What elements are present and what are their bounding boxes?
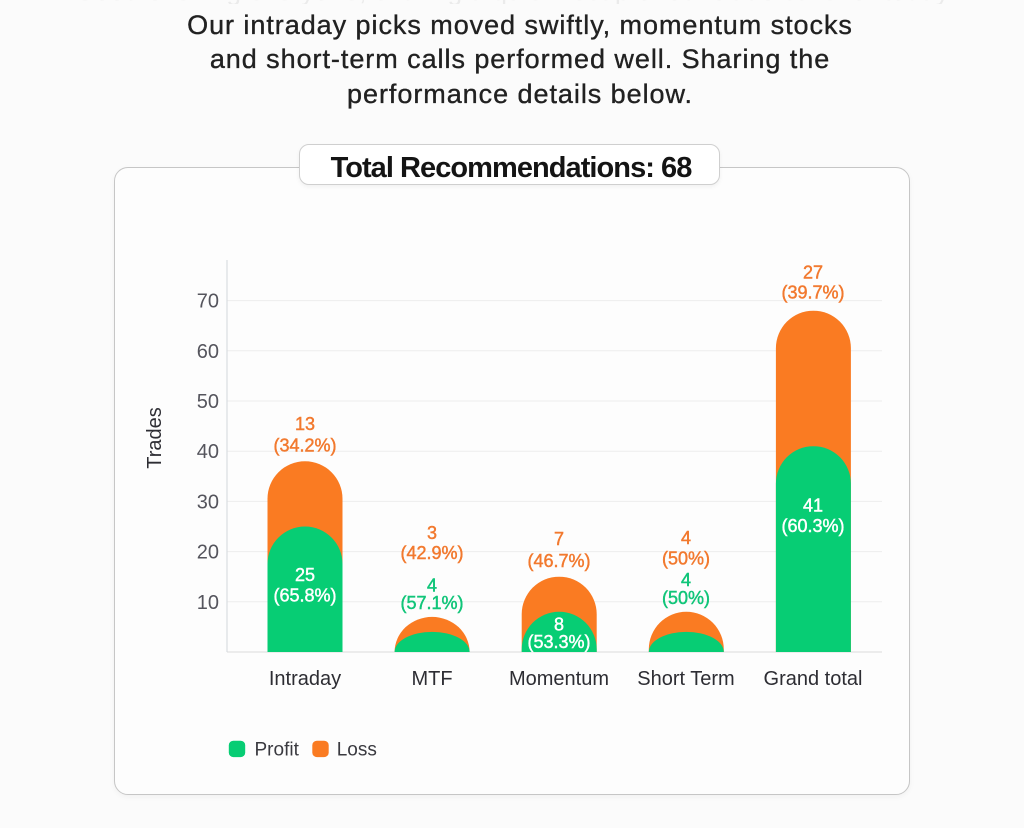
svg-text:Loss: Loss <box>337 740 377 761</box>
svg-text:3: 3 <box>427 523 437 543</box>
svg-text:(57.1%): (57.1%) <box>400 593 463 613</box>
svg-text:MTF: MTF <box>411 668 452 690</box>
svg-text:Profit: Profit <box>255 740 300 761</box>
svg-text:Grand total: Grand total <box>764 668 863 690</box>
svg-text:(65.8%): (65.8%) <box>273 586 336 606</box>
svg-text:4: 4 <box>427 576 437 596</box>
svg-text:25: 25 <box>295 565 315 585</box>
svg-text:4: 4 <box>681 528 691 548</box>
svg-text:4: 4 <box>681 570 691 590</box>
svg-text:20: 20 <box>197 542 219 564</box>
svg-text:41: 41 <box>803 495 823 515</box>
svg-text:Trades: Trades <box>144 407 166 469</box>
svg-text:Momentum: Momentum <box>509 668 609 690</box>
svg-text:13: 13 <box>295 414 315 434</box>
svg-text:(50%): (50%) <box>662 588 710 608</box>
svg-text:50: 50 <box>197 391 219 413</box>
svg-text:27: 27 <box>803 263 823 283</box>
svg-text:(42.9%): (42.9%) <box>400 543 463 563</box>
svg-text:10: 10 <box>197 592 219 614</box>
svg-text:8: 8 <box>554 615 564 635</box>
svg-text:Short Term: Short Term <box>637 668 734 690</box>
svg-text:(39.7%): (39.7%) <box>781 283 844 303</box>
svg-text:Intraday: Intraday <box>269 668 341 690</box>
svg-text:(53.3%): (53.3%) <box>527 632 590 652</box>
svg-text:30: 30 <box>197 491 219 513</box>
svg-text:60: 60 <box>197 341 219 363</box>
svg-text:7: 7 <box>554 529 564 549</box>
svg-text:(34.2%): (34.2%) <box>273 435 336 455</box>
svg-text:(60.3%): (60.3%) <box>781 516 844 536</box>
svg-text:70: 70 <box>197 291 219 313</box>
svg-text:(46.7%): (46.7%) <box>527 551 590 571</box>
svg-text:40: 40 <box>197 441 219 463</box>
svg-text:(50%): (50%) <box>662 549 710 569</box>
